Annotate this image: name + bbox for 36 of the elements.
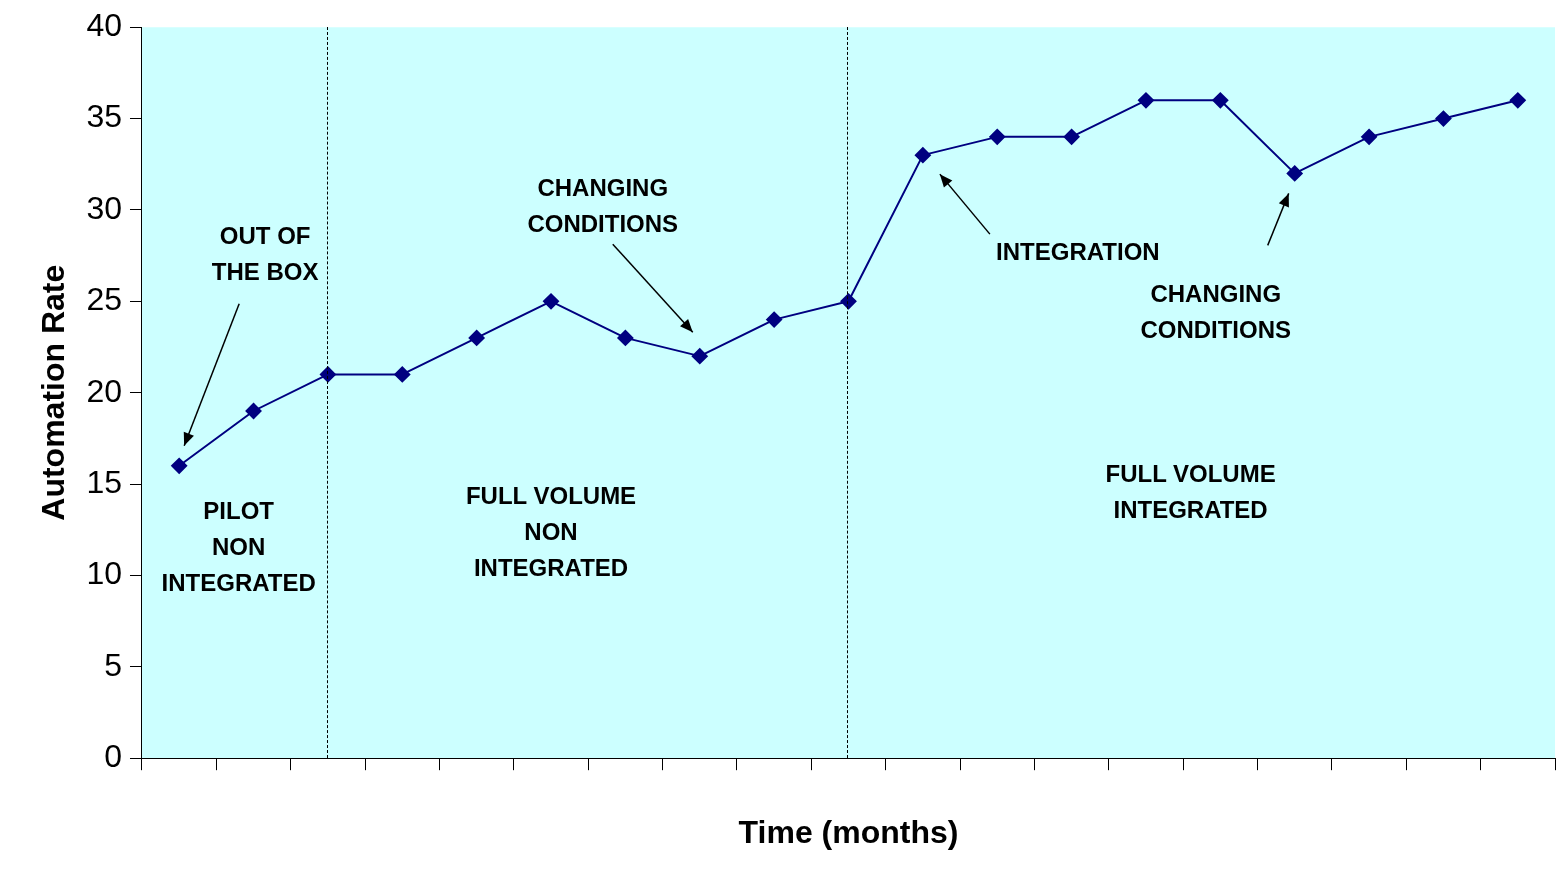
point — [1137, 92, 1154, 109]
point — [171, 457, 188, 474]
y-tick-label: 35 — [86, 98, 122, 135]
point — [1509, 92, 1526, 109]
y-tick-label: 40 — [86, 7, 122, 44]
point — [1435, 110, 1452, 127]
annotation: INTEGRATION — [996, 237, 1160, 265]
y-tick-label: 10 — [86, 555, 122, 592]
y-tick-label: 20 — [86, 372, 122, 409]
point — [1063, 128, 1080, 145]
annotation: CHANGING CONDITIONS — [1140, 280, 1292, 344]
annotation: PILOT NON INTEGRATED — [161, 496, 316, 596]
point — [543, 293, 560, 310]
y-tick-label: 5 — [104, 646, 122, 683]
annotation: CHANGING CONDITIONS — [527, 173, 679, 237]
point — [691, 348, 708, 365]
point — [1212, 92, 1229, 109]
y-tick-label: 0 — [104, 738, 122, 775]
annotation: OUT OF THE BOX — [211, 222, 319, 286]
point — [1286, 165, 1303, 182]
annotation: FULL VOLUME INTEGRATED — [1105, 459, 1276, 523]
point — [245, 402, 262, 419]
point — [617, 329, 634, 346]
point — [394, 366, 411, 383]
point — [766, 311, 783, 328]
point — [468, 329, 485, 346]
annotation: FULL VOLUME NON INTEGRATED — [465, 482, 637, 582]
y-tick-label: 25 — [86, 281, 122, 318]
y-axis-title: Automation Rate — [35, 264, 72, 521]
point — [1361, 128, 1378, 145]
x-axis-title: Time (months) — [738, 813, 959, 850]
y-tick-label: 30 — [86, 189, 122, 226]
point — [840, 293, 857, 310]
y-tick-label: 15 — [86, 463, 122, 500]
point — [914, 147, 931, 164]
point — [989, 128, 1006, 145]
